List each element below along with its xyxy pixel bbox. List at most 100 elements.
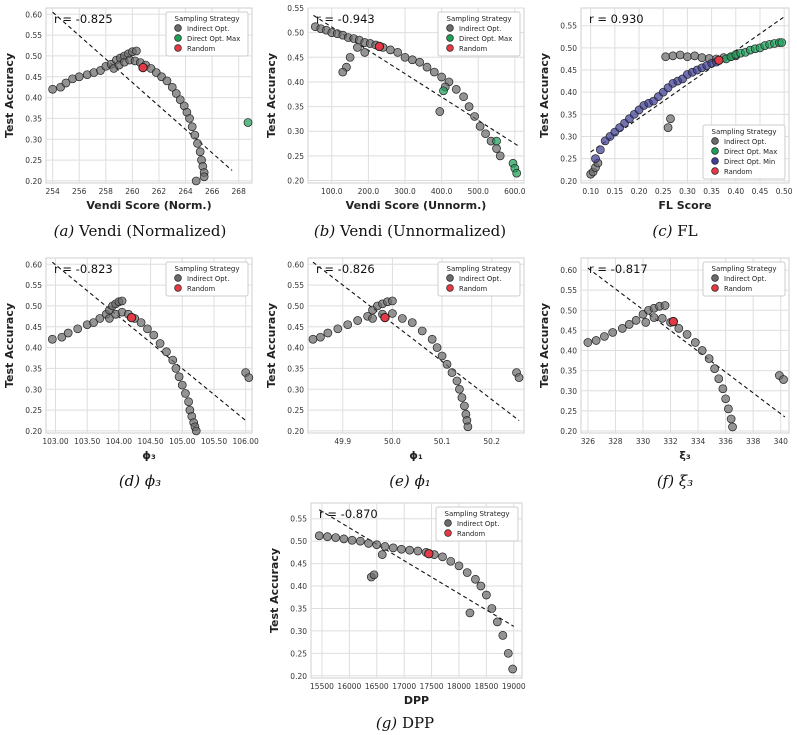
x-tick-label: 18500 [474, 682, 498, 691]
data-point-indirect [174, 372, 184, 382]
data-point-indirect [413, 546, 423, 556]
data-point-indirect [393, 48, 403, 57]
data-point-indirect [372, 540, 382, 550]
data-point-random [126, 312, 137, 323]
data-point-indirect [405, 545, 414, 555]
x-tick-label: 300.0 [394, 187, 416, 196]
data-point-indirect [308, 334, 318, 344]
x-tick-label: 264 [178, 187, 193, 196]
data-point-indirect [316, 332, 325, 342]
y-tick-label: 0.25 [25, 156, 42, 165]
data-point-indirect [368, 314, 377, 323]
legend-box [165, 11, 249, 57]
x-tick-label: 200.0 [358, 187, 380, 196]
data-point-indirect [704, 354, 714, 363]
y-axis-label: Test Accuracy [265, 53, 278, 138]
chart-panel-b: 0.20 0.25 0.30 0.35 0.40 0.45 0.50 0.55 100.0 200… [262, 0, 532, 215]
correlation-label: r = -0.817 [589, 262, 648, 276]
data-point-indirect [690, 51, 700, 61]
x-tick-label: 0.50 [776, 187, 793, 196]
data-point-indirect [175, 95, 185, 105]
data-point-indirect [333, 324, 343, 334]
data-point-indirect [168, 355, 178, 365]
legend-marker-indirect [444, 519, 452, 527]
y-tick-label: 0.35 [560, 110, 577, 119]
data-point-indirect [407, 55, 417, 65]
x-tick-label: 17000 [392, 682, 416, 691]
legend-marker-indirect [174, 274, 182, 282]
y-tick-label: 0.40 [560, 347, 577, 356]
data-point-indirect [446, 556, 456, 566]
data-point-indirect [476, 581, 486, 591]
caption-b: (b) Vendi (Unnormalized) [290, 222, 530, 240]
caption-g-prefix: (g) [375, 714, 398, 732]
data-point-indirect [724, 404, 733, 414]
data-point-indirect [185, 114, 194, 123]
legend-marker-random [174, 44, 182, 52]
caption-f: (f) ξ₃ [555, 472, 795, 490]
y-tick-label: 0.30 [290, 627, 307, 636]
x-tick-label: 0.20 [631, 187, 648, 196]
data-point-direct_max [512, 168, 522, 178]
data-point-indirect [465, 608, 475, 618]
y-tick-label: 0.30 [560, 132, 577, 141]
data-point-indirect [397, 314, 407, 323]
legend-marker-indirect [711, 274, 719, 282]
data-point-indirect [355, 536, 365, 546]
data-point-indirect [155, 339, 165, 348]
data-point-indirect [195, 147, 205, 157]
x-tick-label: 0.30 [679, 187, 696, 196]
caption-c-text: FL [677, 222, 698, 240]
legend-marker-indirect [711, 137, 719, 145]
y-tick-label: 0.60 [287, 260, 304, 269]
caption-d-text: ϕ₃ [144, 472, 162, 490]
correlation-label: r = -0.943 [316, 12, 375, 26]
data-point-indirect [451, 84, 461, 94]
x-tick-label: 105.00 [169, 437, 195, 446]
chart-panel-a: 0.20 0.25 0.30 0.35 0.40 0.45 0.50 0.55 0.60 254 2… [0, 0, 260, 215]
x-tick-label: 258 [99, 187, 114, 196]
x-tick-label: 19000 [502, 682, 526, 691]
trend-line [590, 16, 785, 153]
y-tick-label: 0.35 [560, 367, 577, 376]
data-point-indirect [388, 309, 397, 318]
data-point-indirect [463, 422, 473, 432]
data-point-indirect [663, 123, 673, 132]
x-tick-label: 600.0 [504, 187, 526, 196]
x-tick-label: 0.40 [727, 187, 744, 196]
y-tick-label: 0.60 [560, 266, 577, 275]
data-point-indirect [407, 318, 417, 327]
caption-f-text: ξ₃ [678, 472, 694, 490]
legend-box [435, 506, 519, 542]
caption-d: (d) ϕ₃ [20, 472, 260, 490]
data-point-indirect [514, 373, 524, 382]
x-tick-label: 256 [72, 187, 87, 196]
x-tick-label: 332 [663, 437, 678, 446]
legend-title: Sampling Strategy [445, 510, 510, 518]
legend-title: Sampling Strategy [175, 15, 240, 23]
data-point-random [374, 41, 385, 52]
caption-e: (e) ϕ₁ [290, 472, 530, 490]
x-tick-label: 106.00 [233, 437, 259, 446]
y-tick-label: 0.50 [25, 302, 42, 311]
data-point-indirect [323, 532, 332, 542]
legend-label: Random [724, 285, 753, 293]
data-point-indirect [675, 50, 685, 60]
legend-marker-indirect [446, 24, 454, 32]
data-point-indirect [608, 328, 618, 337]
y-tick-label: 0.20 [25, 177, 42, 186]
data-point-indirect [447, 368, 457, 377]
y-tick-label: 0.55 [25, 31, 42, 40]
data-point-indirect [377, 550, 387, 559]
data-point-indirect [641, 318, 651, 327]
legend-marker-direct_max [711, 147, 719, 155]
data-point-indirect [339, 534, 349, 544]
legend-label: Random [459, 45, 488, 53]
data-point-indirect [47, 334, 57, 344]
data-point-indirect [437, 351, 447, 361]
y-tick-label: 0.30 [560, 387, 577, 396]
caption-e-text: ϕ₁ [414, 472, 431, 490]
legend-label: Direct Opt. Min [724, 158, 775, 166]
data-point-indirect [48, 84, 57, 94]
x-axis-label: Vendi Score (Norm.) [86, 199, 211, 212]
